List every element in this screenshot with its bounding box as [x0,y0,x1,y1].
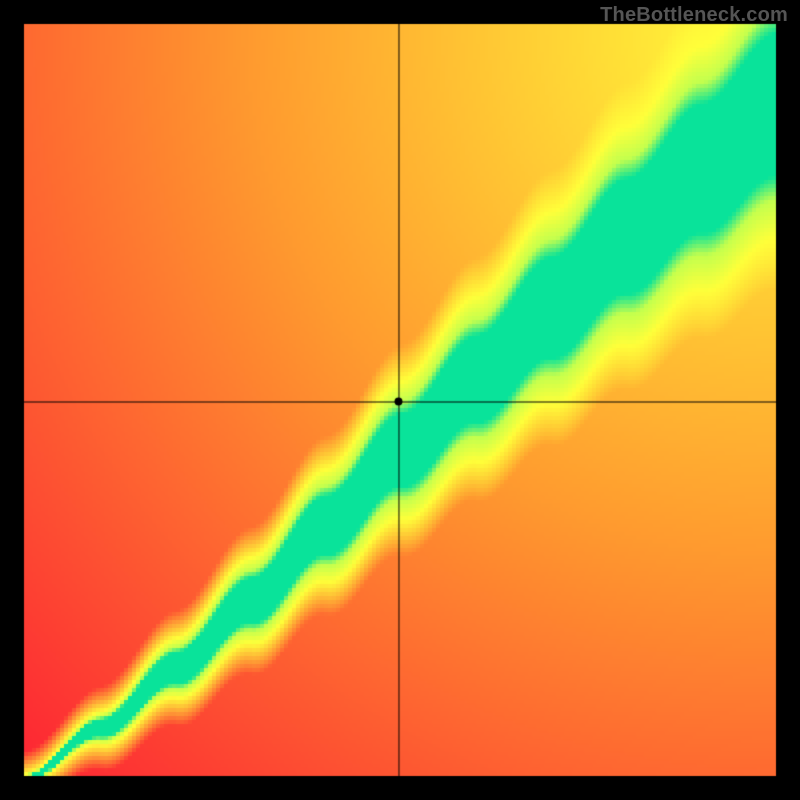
watermark-text: TheBottleneck.com [600,4,788,27]
chart-container: TheBottleneck.com [0,0,800,800]
heatmap-canvas [0,0,800,800]
